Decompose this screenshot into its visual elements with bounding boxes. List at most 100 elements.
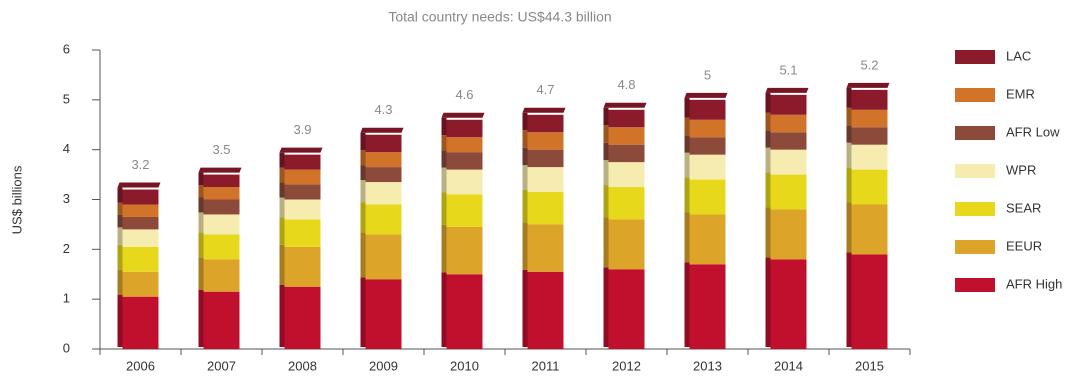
chart-title: Total country needs: US$44.3 billion (388, 9, 611, 25)
y-tick-label: 5 (63, 91, 70, 106)
bar-top (765, 87, 809, 93)
bar-side (279, 284, 285, 347)
legend-label: EMR (1006, 86, 1035, 101)
bar-side (684, 135, 690, 153)
bar-segment (851, 144, 888, 170)
bar-side (603, 217, 609, 268)
bar-side (117, 244, 123, 270)
bar-segment (284, 154, 321, 170)
bar-segment (689, 264, 726, 349)
bar-side (522, 112, 528, 131)
bar-segment (365, 167, 402, 183)
bar-segment (365, 134, 402, 153)
bar-segment (203, 187, 240, 200)
bar-side (198, 212, 204, 233)
bar-side (198, 172, 204, 186)
bar-side (603, 160, 609, 186)
bar-segment (770, 94, 807, 115)
bar-side (522, 269, 528, 347)
bar-side (117, 187, 123, 203)
legend-label: LAC (1006, 48, 1031, 63)
bar-side (279, 217, 285, 245)
bar-segment (122, 189, 159, 205)
bar-side (198, 232, 204, 258)
bar-segment (122, 246, 159, 272)
bar-side (198, 197, 204, 213)
x-tick-label: 2007 (207, 358, 236, 373)
legend-label: EEUR (1006, 238, 1042, 253)
x-tick-label: 2014 (774, 358, 803, 373)
bar-top (198, 167, 242, 173)
bar-side (603, 125, 609, 143)
bar-segment (446, 152, 483, 170)
bar-segment (851, 169, 888, 205)
total-label: 4.3 (374, 102, 392, 117)
bar-segment (608, 127, 645, 145)
bar-side (117, 214, 123, 228)
bar-segment (770, 132, 807, 150)
bar-side (198, 185, 204, 198)
bar-side (522, 190, 528, 223)
bar-segment (608, 187, 645, 220)
bar-segment (608, 162, 645, 188)
bar-top (522, 107, 566, 113)
bar-side (360, 165, 366, 181)
bar-segment (608, 219, 645, 270)
bar-top (684, 92, 728, 98)
bar-side (441, 167, 447, 193)
y-tick-label: 1 (63, 291, 70, 306)
bar-side (765, 147, 771, 173)
bar-segment (608, 109, 645, 128)
bar-segment (446, 226, 483, 275)
bar-side (846, 125, 852, 143)
bar-segment (527, 167, 564, 193)
bar-side (198, 289, 204, 347)
legend-swatch (955, 126, 995, 140)
bar-side (117, 202, 123, 215)
bar-segment (527, 149, 564, 168)
bar-top (117, 182, 161, 188)
bar-segment (203, 199, 240, 215)
y-axis-label: US$ billions (9, 165, 24, 234)
bar-segment (365, 152, 402, 168)
bar-side (279, 197, 285, 218)
bar-segment (527, 271, 564, 349)
bar-side (765, 207, 771, 258)
bar-side (522, 130, 528, 148)
bar-segment (689, 99, 726, 120)
bar-side (684, 262, 690, 347)
y-tick-label: 0 (63, 340, 70, 355)
legend-swatch (955, 88, 995, 102)
bar-side (360, 232, 366, 278)
legend-swatch (955, 278, 995, 292)
y-tick-label: 6 (63, 41, 70, 56)
legend-swatch (955, 202, 995, 216)
legend-label: WPR (1006, 162, 1036, 177)
bar-segment (365, 182, 402, 205)
bar-side (522, 147, 528, 166)
bar-side (441, 224, 447, 273)
bar-segment (770, 209, 807, 260)
bar-segment (203, 259, 240, 292)
total-label: 5 (704, 67, 711, 82)
total-label: 3.9 (293, 122, 311, 137)
bar-segment (122, 216, 159, 230)
bar-segment (770, 149, 807, 175)
bar-segment (851, 204, 888, 255)
bar-segment (851, 127, 888, 145)
bar-side (279, 244, 285, 285)
total-label: 4.8 (617, 77, 635, 92)
bar-segment (446, 274, 483, 349)
bar-side (684, 212, 690, 263)
x-tick-label: 2006 (126, 358, 155, 373)
total-label: 3.5 (212, 142, 230, 157)
bar-side (522, 165, 528, 191)
bar-side (441, 192, 447, 225)
bar-side (117, 294, 123, 347)
bar-segment (203, 174, 240, 188)
bar-side (279, 152, 285, 168)
bar-side (603, 185, 609, 218)
bar-side (360, 132, 366, 151)
bar-segment (203, 291, 240, 349)
